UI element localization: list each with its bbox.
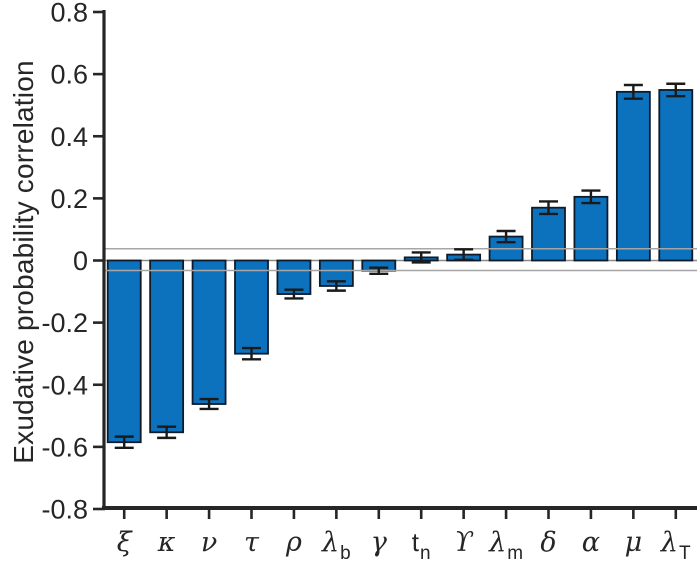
bar-λb (318, 259, 354, 287)
x-category-label-λm: λm (488, 527, 523, 564)
bar-τ (234, 259, 269, 355)
y-tick-label: 0.6 (50, 60, 88, 90)
y-tick-label: -0.8 (41, 495, 88, 525)
x-category-label-κ: κ (157, 527, 176, 558)
x-category-label-γ: γ (371, 527, 388, 558)
x-category-label-τ: τ (244, 527, 260, 558)
x-category-label-ρ: ρ (285, 527, 302, 558)
x-category-label-ξ: ξ (117, 527, 133, 558)
x-category-label-ϒ: ϒ (454, 527, 474, 558)
bar-ν (191, 259, 227, 405)
y-tick-label: -0.6 (41, 432, 88, 462)
bar-α (573, 195, 609, 262)
x-category-label-δ: δ (540, 527, 556, 558)
y-tick-label: 0.2 (50, 184, 88, 214)
x-category-label-λT: λT (660, 527, 691, 564)
bar-δ (531, 206, 566, 262)
x-category-label-λb: λb (321, 527, 351, 564)
y-tick-label: -0.4 (41, 370, 88, 400)
y-tick-label: 0.4 (50, 122, 88, 152)
bar-μ (615, 90, 651, 262)
x-category-label-α: α (582, 527, 600, 558)
y-tick-label: 0.8 (50, 0, 88, 28)
x-category-label-ν: ν (201, 527, 217, 558)
bar-ξ (106, 259, 142, 444)
bar-λT (658, 89, 694, 262)
x-category-label-tn: tn (412, 527, 431, 564)
y-tick-label: 0 (73, 246, 88, 276)
y-tick-label: -0.2 (41, 308, 88, 338)
bar-κ (149, 259, 185, 434)
x-category-label-μ: μ (625, 527, 643, 558)
